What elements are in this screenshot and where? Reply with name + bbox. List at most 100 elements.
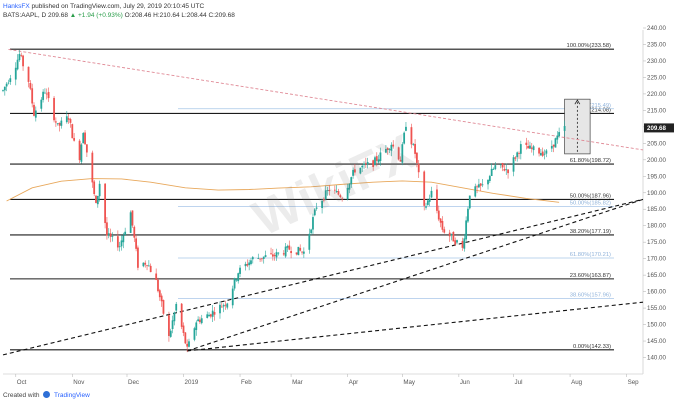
candle-body xyxy=(507,169,509,174)
y-tick-label: 160.00 xyxy=(647,289,666,296)
candle-body xyxy=(120,240,123,247)
candle-body xyxy=(452,231,455,242)
published-text: published on TradingView.com, July 29, 2… xyxy=(31,3,205,10)
candle-body xyxy=(501,163,504,168)
candle-body xyxy=(235,279,238,281)
candle-body xyxy=(412,143,415,145)
candle-body xyxy=(290,251,292,254)
candle-body xyxy=(426,200,429,205)
candle-body xyxy=(448,232,451,237)
candle-body xyxy=(262,256,265,259)
support-trend-line xyxy=(186,198,644,352)
candle-body xyxy=(323,199,325,201)
x-tick-label: Nov xyxy=(73,379,85,386)
candle-body xyxy=(364,163,367,164)
candle-body xyxy=(302,251,305,254)
candle-body xyxy=(244,263,247,267)
candle-body xyxy=(397,147,400,160)
candle-body xyxy=(324,190,327,200)
candle-body xyxy=(239,267,241,274)
fib-level-label: 61.80%(198.72) xyxy=(570,158,611,164)
fib-level-label: 23.60%(163.87) xyxy=(570,273,611,279)
candle-body xyxy=(416,152,418,163)
candle-body xyxy=(337,191,340,195)
candle-body xyxy=(563,126,566,131)
candle-body xyxy=(33,104,35,116)
candle-body xyxy=(84,132,86,145)
candle-body xyxy=(374,157,376,166)
candle-body xyxy=(45,93,48,95)
candle-body xyxy=(479,183,482,186)
y-tick-label: 215.00 xyxy=(647,107,666,114)
candle-body xyxy=(414,143,416,154)
candle-body xyxy=(251,257,254,260)
candle-body xyxy=(104,183,107,224)
candle-body xyxy=(160,295,163,302)
candle-body xyxy=(437,210,440,220)
candle-body xyxy=(67,118,70,120)
candle-body xyxy=(363,163,365,165)
candle-body xyxy=(428,198,431,202)
candle-body xyxy=(277,252,280,254)
candle-body xyxy=(98,183,101,197)
x-tick-label: Oct xyxy=(17,379,27,386)
candle-body xyxy=(375,156,378,161)
candle-body xyxy=(250,260,252,265)
candle-body xyxy=(499,164,502,166)
candle-body xyxy=(529,145,531,149)
candle-body xyxy=(206,314,209,318)
candle-body xyxy=(31,88,34,104)
candle-body xyxy=(116,236,119,248)
x-tick-label: Dec xyxy=(128,379,139,386)
candle-body xyxy=(310,229,313,234)
candle-body xyxy=(149,265,152,273)
candle-body xyxy=(352,169,354,176)
candle-body xyxy=(54,121,57,123)
x-tick-label: Jun xyxy=(460,379,471,386)
candle-body xyxy=(288,245,291,250)
candle-body xyxy=(401,144,404,163)
candle-body xyxy=(155,273,158,280)
x-tick-label: May xyxy=(403,379,416,386)
candle-body xyxy=(27,66,30,82)
publisher-line: HanksFX published on TradingView.com, Ju… xyxy=(3,3,204,10)
candle-body xyxy=(335,190,338,193)
candle-body xyxy=(297,246,300,256)
candle-body xyxy=(519,144,522,154)
candle-body xyxy=(313,209,316,216)
fib-level-label: 100.00%(233.58) xyxy=(567,43,612,49)
candle-body xyxy=(550,146,553,149)
candle-body xyxy=(273,255,276,257)
candle-body xyxy=(142,262,145,267)
candle-body xyxy=(379,152,382,161)
candle-body xyxy=(366,162,369,165)
candle-body xyxy=(556,135,559,140)
candle-body xyxy=(494,165,497,169)
y-tick-label: 155.00 xyxy=(647,305,666,312)
candle-body xyxy=(264,255,267,257)
candle-body xyxy=(135,238,138,249)
candle-body xyxy=(271,254,274,257)
candle-body xyxy=(186,343,189,347)
candle-body xyxy=(220,306,223,308)
current-price: 209.68 xyxy=(48,12,68,19)
candle-body xyxy=(308,233,311,250)
x-tick-label: Jul xyxy=(515,379,523,386)
candle-body xyxy=(231,288,234,306)
candle-body xyxy=(348,183,351,190)
candle-body xyxy=(505,169,508,171)
candle-body xyxy=(211,310,214,317)
candle-body xyxy=(131,210,134,226)
y-tick-label: 165.00 xyxy=(647,272,666,279)
candle-body xyxy=(182,325,185,333)
y-tick-label: 205.00 xyxy=(647,140,666,147)
last-price-badge xyxy=(644,123,674,133)
candle-body xyxy=(213,312,216,315)
x-tick-label: Apr xyxy=(349,379,359,386)
candle-body xyxy=(390,144,393,151)
candle-body xyxy=(168,315,170,336)
author-name[interactable]: HanksFX xyxy=(3,3,30,10)
tradingview-brand[interactable]: TradingView xyxy=(54,392,90,399)
candle-body xyxy=(111,235,114,237)
